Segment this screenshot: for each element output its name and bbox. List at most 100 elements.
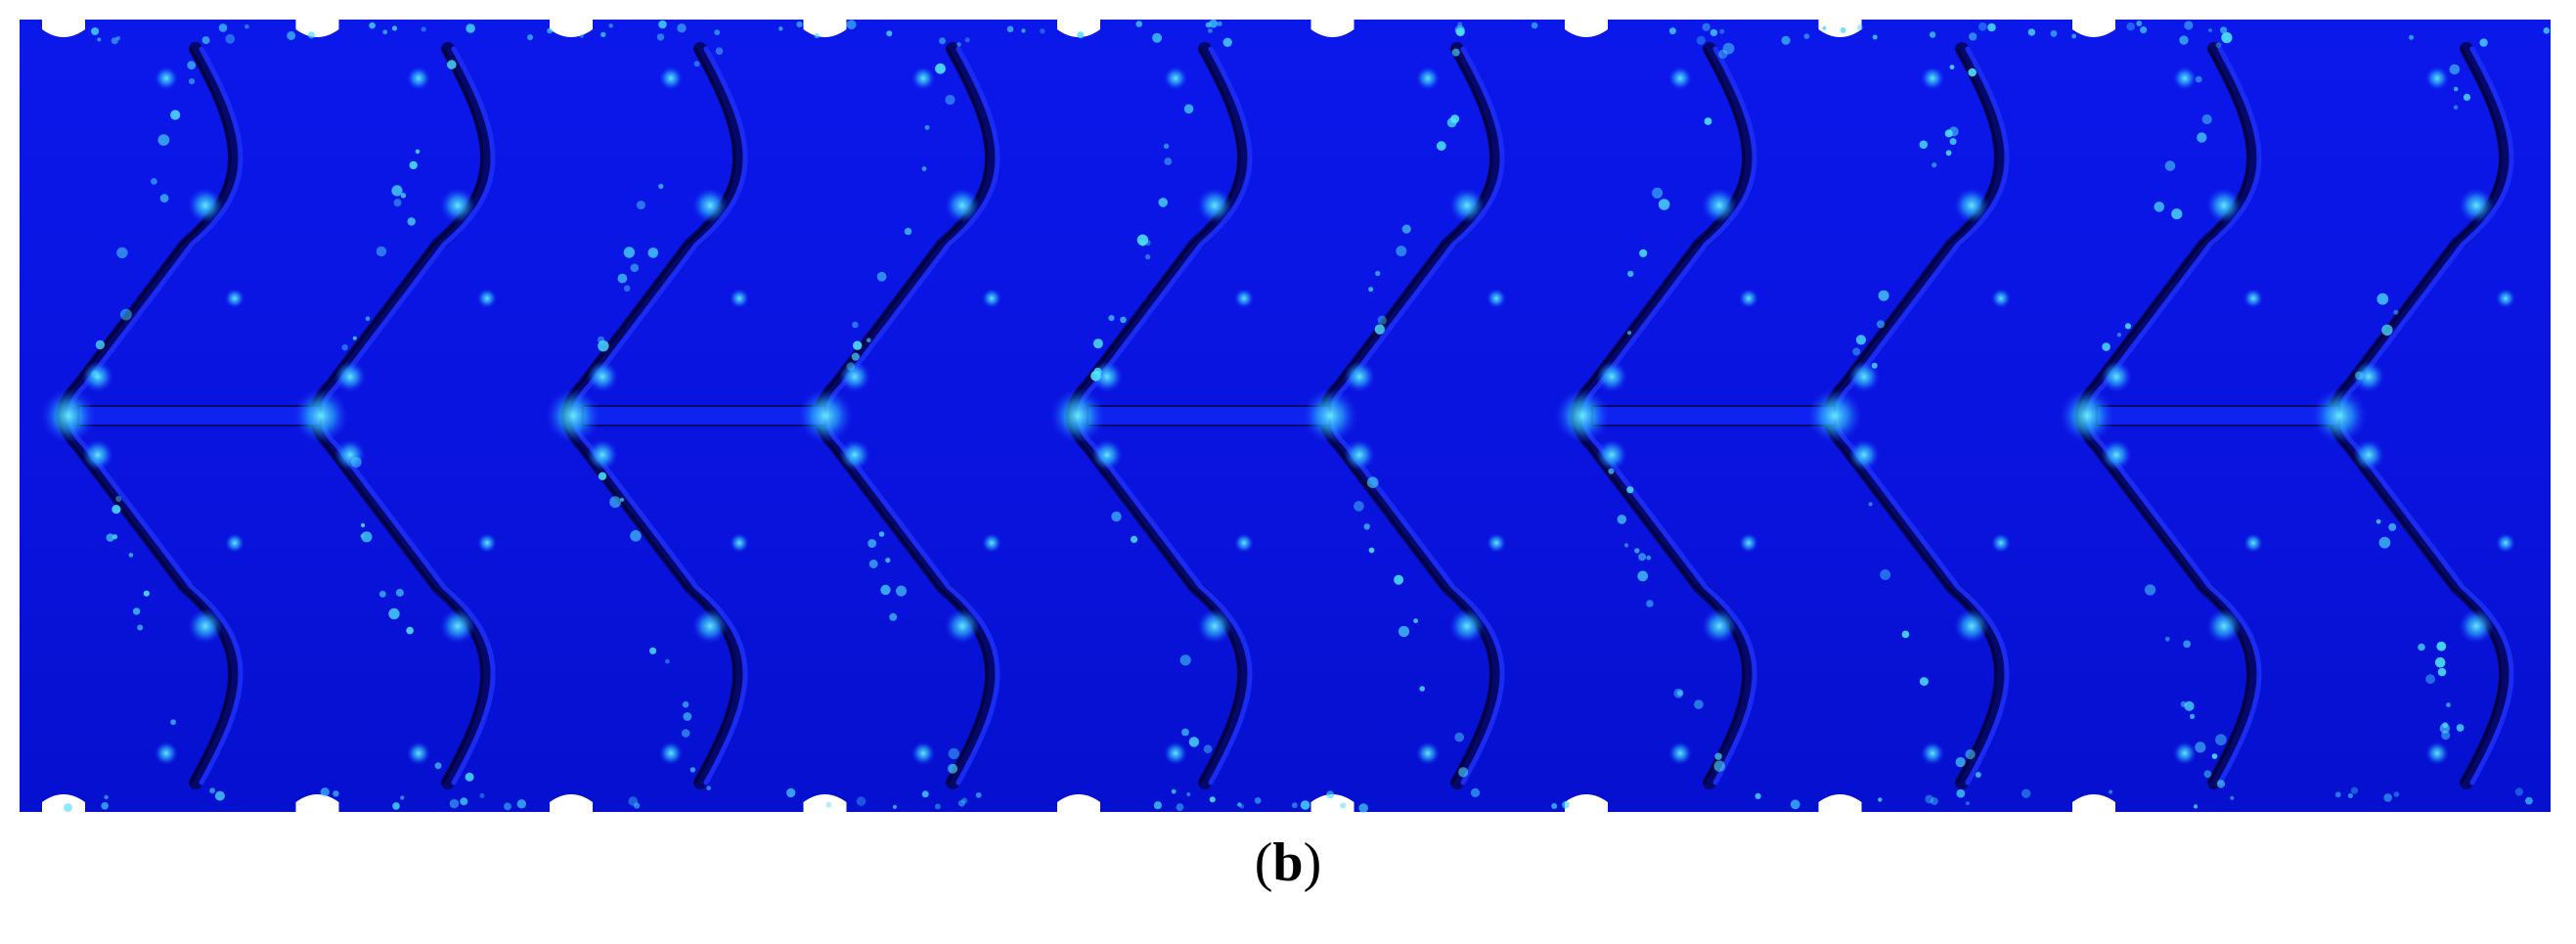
stress-speckle xyxy=(1948,126,1959,137)
stress-speckle xyxy=(876,271,887,282)
stress-speckle xyxy=(421,26,426,32)
stress-hotspot xyxy=(730,533,749,553)
stress-speckle xyxy=(647,247,659,258)
stress-speckle xyxy=(1186,791,1191,797)
stress-speckle xyxy=(714,29,721,35)
stress-hotspot xyxy=(692,188,728,223)
stress-speckle xyxy=(2221,31,2233,44)
stress-speckle xyxy=(2437,667,2447,677)
stress-hotspot xyxy=(1668,742,1692,765)
stress-hotspot xyxy=(1555,388,1610,443)
stress-speckle xyxy=(2184,700,2195,711)
stress-speckle xyxy=(1702,22,1710,31)
stress-hotspot xyxy=(587,439,618,471)
stress-speckle xyxy=(64,803,72,812)
stress-speckle xyxy=(2215,42,2222,48)
stress-hotspot xyxy=(911,67,935,90)
stress-speckle xyxy=(361,531,373,543)
stress-speckle xyxy=(2201,113,2212,125)
stress-speckle xyxy=(1658,199,1670,210)
stress-hotspot xyxy=(546,388,600,443)
stress-hotspot xyxy=(225,289,244,308)
stress-speckle xyxy=(1470,787,1481,798)
stress-speckle xyxy=(376,246,387,257)
stress-speckle xyxy=(1208,28,1213,33)
stress-speckle xyxy=(2195,75,2202,83)
stress-speckle xyxy=(1803,33,1810,39)
stress-speckle xyxy=(2071,33,2077,39)
stress-speckle xyxy=(1163,143,1170,150)
stress-speckle xyxy=(2378,536,2391,549)
stress-hotspot xyxy=(1921,742,1944,765)
stress-speckle xyxy=(391,25,398,31)
stress-speckle xyxy=(1949,65,1955,69)
stress-speckle xyxy=(1111,511,1122,522)
stress-speckle xyxy=(201,36,210,45)
stress-hotspot xyxy=(440,608,475,644)
stress-speckle xyxy=(2441,730,2451,741)
stress-speckle xyxy=(1394,574,1404,585)
stress-speckle xyxy=(1131,535,1138,544)
stress-speckle xyxy=(1454,24,1465,35)
stress-hotspot xyxy=(477,289,497,308)
stress-speckle xyxy=(636,201,645,210)
stress-speckle xyxy=(892,804,898,810)
stress-speckle xyxy=(1704,117,1712,125)
stress-hotspot xyxy=(2459,188,2494,223)
stress-hotspot xyxy=(225,533,244,553)
stress-speckle xyxy=(97,37,102,42)
stress-speckle xyxy=(1969,32,1977,41)
stress-hotspot xyxy=(2243,289,2263,308)
stress-speckle xyxy=(2220,26,2228,34)
stress-speckle xyxy=(786,787,796,798)
stress-hotspot xyxy=(1739,533,1758,553)
stress-hotspot xyxy=(1303,388,1357,443)
stress-speckle xyxy=(1965,801,1970,806)
stress-speckle xyxy=(1945,150,1952,157)
caption-close: ) xyxy=(1303,832,1322,893)
stress-speckle xyxy=(104,794,109,800)
edge-notch-bottom xyxy=(550,794,593,814)
stress-speckle xyxy=(115,35,121,41)
stress-speckle xyxy=(1639,248,1648,257)
stress-speckle xyxy=(2436,641,2447,652)
stress-speckle xyxy=(1040,28,1045,34)
stress-speckle xyxy=(921,790,929,798)
stress-speckle xyxy=(116,247,128,259)
stress-speckle xyxy=(665,658,670,664)
stress-hotspot xyxy=(2173,742,2197,765)
stress-speckle xyxy=(1077,31,1085,39)
stress-speckle xyxy=(1375,270,1381,277)
stress-speckle xyxy=(143,590,150,597)
stress-speckle xyxy=(1237,802,1242,807)
stress-speckle xyxy=(91,27,100,35)
stress-speckle xyxy=(1152,32,1163,43)
edge-notch-bottom xyxy=(295,794,339,814)
stress-speckle xyxy=(1419,686,1425,692)
stress-speckle xyxy=(945,94,955,106)
stress-speckle xyxy=(434,762,442,770)
stress-hotspot xyxy=(1848,439,1880,471)
stress-speckle xyxy=(2514,787,2523,796)
stress-speckle xyxy=(1871,362,1878,369)
edge-notch-bottom xyxy=(1310,794,1355,814)
stress-speckle xyxy=(2453,86,2459,92)
stress-speckle xyxy=(320,787,330,797)
stress-speckle xyxy=(2347,792,2353,799)
edge-notch-top xyxy=(550,18,593,37)
stress-speckle xyxy=(1878,797,1883,802)
stress-speckle xyxy=(115,495,122,503)
stress-speckle xyxy=(527,34,534,41)
stress-speckle xyxy=(715,47,724,55)
stress-speckle xyxy=(225,33,236,44)
stress-speckle xyxy=(111,37,118,45)
stress-speckle xyxy=(2376,292,2389,305)
stress-speckle xyxy=(1183,104,1194,114)
stress-speckle xyxy=(1401,224,1411,234)
stress-speckle xyxy=(460,797,468,806)
stress-speckle xyxy=(1822,25,1827,30)
stress-speckle xyxy=(341,344,348,351)
stress-speckle xyxy=(2184,21,2194,30)
stress-speckle xyxy=(1932,162,1937,168)
stress-speckle xyxy=(2355,371,2364,381)
